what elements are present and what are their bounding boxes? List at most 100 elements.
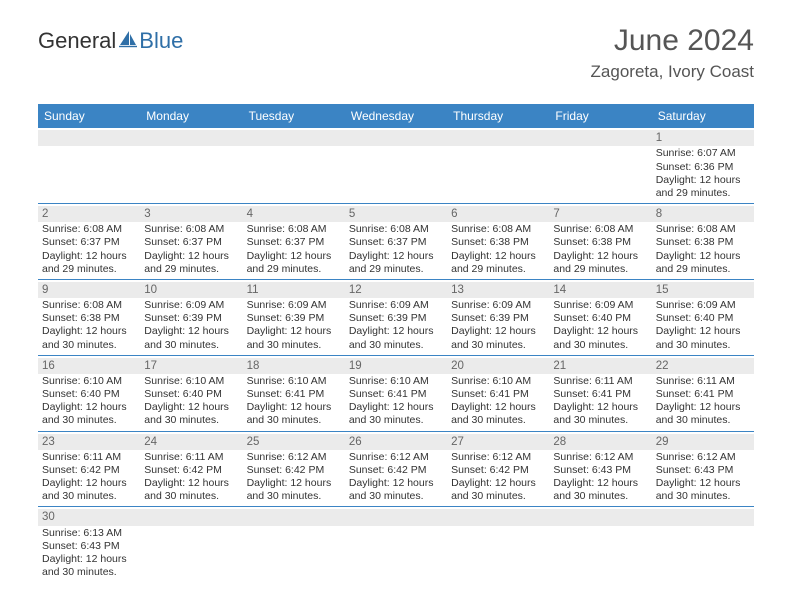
day-number: 26 — [345, 434, 447, 450]
cell-line: Sunrise: 6:08 AM — [451, 223, 545, 236]
logo: General Blue — [38, 28, 183, 54]
calendar-cell: 8Sunrise: 6:08 AMSunset: 6:38 PMDaylight… — [652, 203, 754, 279]
cell-line: Daylight: 12 hours — [656, 325, 750, 338]
calendar-week: 30Sunrise: 6:13 AMSunset: 6:43 PMDayligh… — [38, 507, 754, 582]
calendar-cell: 17Sunrise: 6:10 AMSunset: 6:40 PMDayligh… — [140, 355, 242, 431]
calendar-cell: 16Sunrise: 6:10 AMSunset: 6:40 PMDayligh… — [38, 355, 140, 431]
day-number: 13 — [447, 282, 549, 298]
day-number: 4 — [243, 206, 345, 222]
cell-line: and 30 minutes. — [451, 490, 545, 503]
cell-line: Daylight: 12 hours — [553, 325, 647, 338]
cell-line: and 29 minutes. — [553, 263, 647, 276]
calendar-cell — [140, 128, 242, 203]
cell-line: Sunrise: 6:09 AM — [451, 299, 545, 312]
calendar-cell: 26Sunrise: 6:12 AMSunset: 6:42 PMDayligh… — [345, 431, 447, 507]
cell-line: Daylight: 12 hours — [349, 401, 443, 414]
calendar-week: 1Sunrise: 6:07 AMSunset: 6:36 PMDaylight… — [38, 128, 754, 203]
calendar-week: 23Sunrise: 6:11 AMSunset: 6:42 PMDayligh… — [38, 431, 754, 507]
calendar-cell: 18Sunrise: 6:10 AMSunset: 6:41 PMDayligh… — [243, 355, 345, 431]
cell-line: and 30 minutes. — [247, 339, 341, 352]
cell-line: Sunrise: 6:10 AM — [349, 375, 443, 388]
day-number: 14 — [549, 282, 651, 298]
cell-line: Sunset: 6:39 PM — [349, 312, 443, 325]
cell-line: Sunrise: 6:09 AM — [144, 299, 238, 312]
day-number: 28 — [549, 434, 651, 450]
cell-line: Daylight: 12 hours — [553, 477, 647, 490]
calendar-cell — [447, 128, 549, 203]
cell-line: Sunrise: 6:09 AM — [247, 299, 341, 312]
logo-text-blue: Blue — [139, 28, 183, 54]
cell-line: Sunset: 6:43 PM — [656, 464, 750, 477]
day-number: 23 — [38, 434, 140, 450]
cell-line: and 30 minutes. — [656, 490, 750, 503]
calendar-cell: 25Sunrise: 6:12 AMSunset: 6:42 PMDayligh… — [243, 431, 345, 507]
cell-line: Sunrise: 6:09 AM — [553, 299, 647, 312]
cell-line: Daylight: 12 hours — [247, 401, 341, 414]
calendar-cell: 13Sunrise: 6:09 AMSunset: 6:39 PMDayligh… — [447, 279, 549, 355]
day-number: 30 — [38, 509, 140, 525]
cell-line: and 30 minutes. — [144, 339, 238, 352]
day-number: 5 — [345, 206, 447, 222]
cell-line: and 30 minutes. — [247, 414, 341, 427]
cell-line: Daylight: 12 hours — [144, 325, 238, 338]
cell-line: and 30 minutes. — [553, 414, 647, 427]
cell-line: Sunset: 6:38 PM — [656, 236, 750, 249]
calendar-cell: 11Sunrise: 6:09 AMSunset: 6:39 PMDayligh… — [243, 279, 345, 355]
header-friday: Friday — [549, 104, 651, 128]
day-number: 7 — [549, 206, 651, 222]
calendar-cell: 14Sunrise: 6:09 AMSunset: 6:40 PMDayligh… — [549, 279, 651, 355]
day-number — [243, 509, 345, 525]
cell-line: Sunset: 6:41 PM — [451, 388, 545, 401]
day-number: 25 — [243, 434, 345, 450]
calendar-cell: 9Sunrise: 6:08 AMSunset: 6:38 PMDaylight… — [38, 279, 140, 355]
title-location: Zagoreta, Ivory Coast — [591, 62, 754, 82]
calendar-cell — [345, 507, 447, 582]
calendar-body: 1Sunrise: 6:07 AMSunset: 6:36 PMDaylight… — [38, 128, 754, 582]
calendar-week: 16Sunrise: 6:10 AMSunset: 6:40 PMDayligh… — [38, 355, 754, 431]
cell-line: Sunrise: 6:11 AM — [553, 375, 647, 388]
cell-line: Sunrise: 6:10 AM — [144, 375, 238, 388]
cell-line: and 30 minutes. — [42, 339, 136, 352]
calendar-cell: 10Sunrise: 6:09 AMSunset: 6:39 PMDayligh… — [140, 279, 242, 355]
cell-line: Sunset: 6:36 PM — [656, 161, 750, 174]
cell-line: and 30 minutes. — [144, 414, 238, 427]
day-number: 19 — [345, 358, 447, 374]
calendar-cell — [38, 128, 140, 203]
cell-line: Sunset: 6:38 PM — [553, 236, 647, 249]
cell-line: Sunset: 6:38 PM — [451, 236, 545, 249]
cell-line: Sunrise: 6:12 AM — [451, 451, 545, 464]
cell-line: and 30 minutes. — [656, 414, 750, 427]
cell-line: Sunrise: 6:07 AM — [656, 147, 750, 160]
cell-line: Sunset: 6:40 PM — [144, 388, 238, 401]
day-number — [549, 509, 651, 525]
cell-line: Daylight: 12 hours — [451, 477, 545, 490]
sail-icon — [118, 30, 138, 53]
calendar-cell: 22Sunrise: 6:11 AMSunset: 6:41 PMDayligh… — [652, 355, 754, 431]
cell-line: Daylight: 12 hours — [656, 174, 750, 187]
header-thursday: Thursday — [447, 104, 549, 128]
cell-line: Sunset: 6:41 PM — [553, 388, 647, 401]
calendar-cell: 4Sunrise: 6:08 AMSunset: 6:37 PMDaylight… — [243, 203, 345, 279]
cell-line: Sunrise: 6:08 AM — [42, 299, 136, 312]
calendar-cell: 1Sunrise: 6:07 AMSunset: 6:36 PMDaylight… — [652, 128, 754, 203]
day-number — [447, 509, 549, 525]
cell-line: Sunset: 6:39 PM — [451, 312, 545, 325]
cell-line: Daylight: 12 hours — [451, 325, 545, 338]
day-number: 8 — [652, 206, 754, 222]
cell-line: Sunrise: 6:08 AM — [42, 223, 136, 236]
day-number — [243, 130, 345, 146]
cell-line: Daylight: 12 hours — [247, 325, 341, 338]
cell-line: Daylight: 12 hours — [553, 401, 647, 414]
calendar-cell: 29Sunrise: 6:12 AMSunset: 6:43 PMDayligh… — [652, 431, 754, 507]
title-month: June 2024 — [591, 24, 754, 58]
cell-line: and 29 minutes. — [144, 263, 238, 276]
cell-line: Daylight: 12 hours — [349, 477, 443, 490]
cell-line: Sunset: 6:37 PM — [349, 236, 443, 249]
cell-line: and 30 minutes. — [42, 414, 136, 427]
cell-line: and 29 minutes. — [656, 263, 750, 276]
cell-line: Sunrise: 6:12 AM — [553, 451, 647, 464]
day-number: 11 — [243, 282, 345, 298]
header-sunday: Sunday — [38, 104, 140, 128]
cell-line: Sunset: 6:42 PM — [451, 464, 545, 477]
cell-line: Sunrise: 6:10 AM — [451, 375, 545, 388]
